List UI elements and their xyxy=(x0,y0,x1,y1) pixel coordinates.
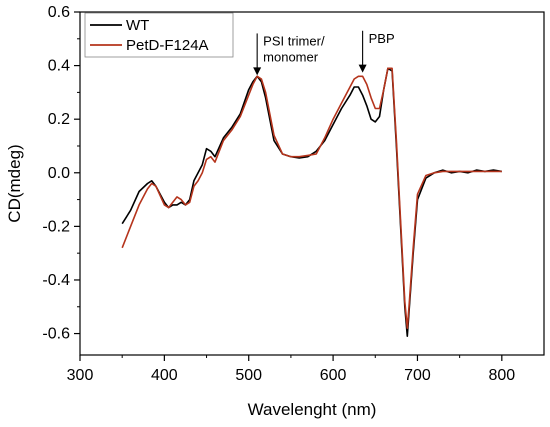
annotation-arrow-head xyxy=(253,67,262,76)
series-line-2 xyxy=(121,67,502,329)
series-layer xyxy=(121,67,502,337)
annotation-layer: PSI trimer/monomer PBP xyxy=(253,30,395,76)
x-tick-label: 700 xyxy=(404,367,431,384)
annotation-label: monomer xyxy=(263,49,319,64)
legend-box xyxy=(84,12,234,58)
x-tick-label: 600 xyxy=(320,367,347,384)
y-tick-label: -0.4 xyxy=(42,272,70,289)
y-tick-label: 0.6 xyxy=(48,4,70,21)
series-line-1 xyxy=(121,67,502,337)
x-tick-label: 400 xyxy=(151,367,178,384)
x-tick-label: 500 xyxy=(235,367,262,384)
y-tick-label: 0.0 xyxy=(48,165,70,182)
legend-label: PetD-F124A xyxy=(126,37,209,54)
y-tick-label: 0.4 xyxy=(48,58,70,75)
x-axis-title: Wavelenght (nm) xyxy=(248,400,377,419)
x-tick-label: 800 xyxy=(488,367,515,384)
y-tick-label: 0.2 xyxy=(48,111,70,128)
annotation-label: PBP xyxy=(369,31,395,46)
plot-frame xyxy=(79,11,545,356)
y-axis-title: CD(mdeg) xyxy=(5,144,24,222)
x-tick-label: 300 xyxy=(67,367,94,384)
y-tick-label: -0.6 xyxy=(42,326,70,343)
plot-area: PSI trimer/monomer PBP xyxy=(79,11,545,356)
x-axis: 300 400 500 600 700 800 xyxy=(67,355,515,384)
legend: WT PetD-F124A xyxy=(84,12,234,58)
annotation-arrow-head xyxy=(358,64,367,73)
y-tick-label: -0.2 xyxy=(42,218,70,235)
annotation-label: PSI trimer/ xyxy=(263,33,325,48)
legend-label: WT xyxy=(126,17,149,34)
y-axis: 0.6 0.4 0.2 0.0 -0.2 -0.4 -0.6 xyxy=(42,4,80,343)
